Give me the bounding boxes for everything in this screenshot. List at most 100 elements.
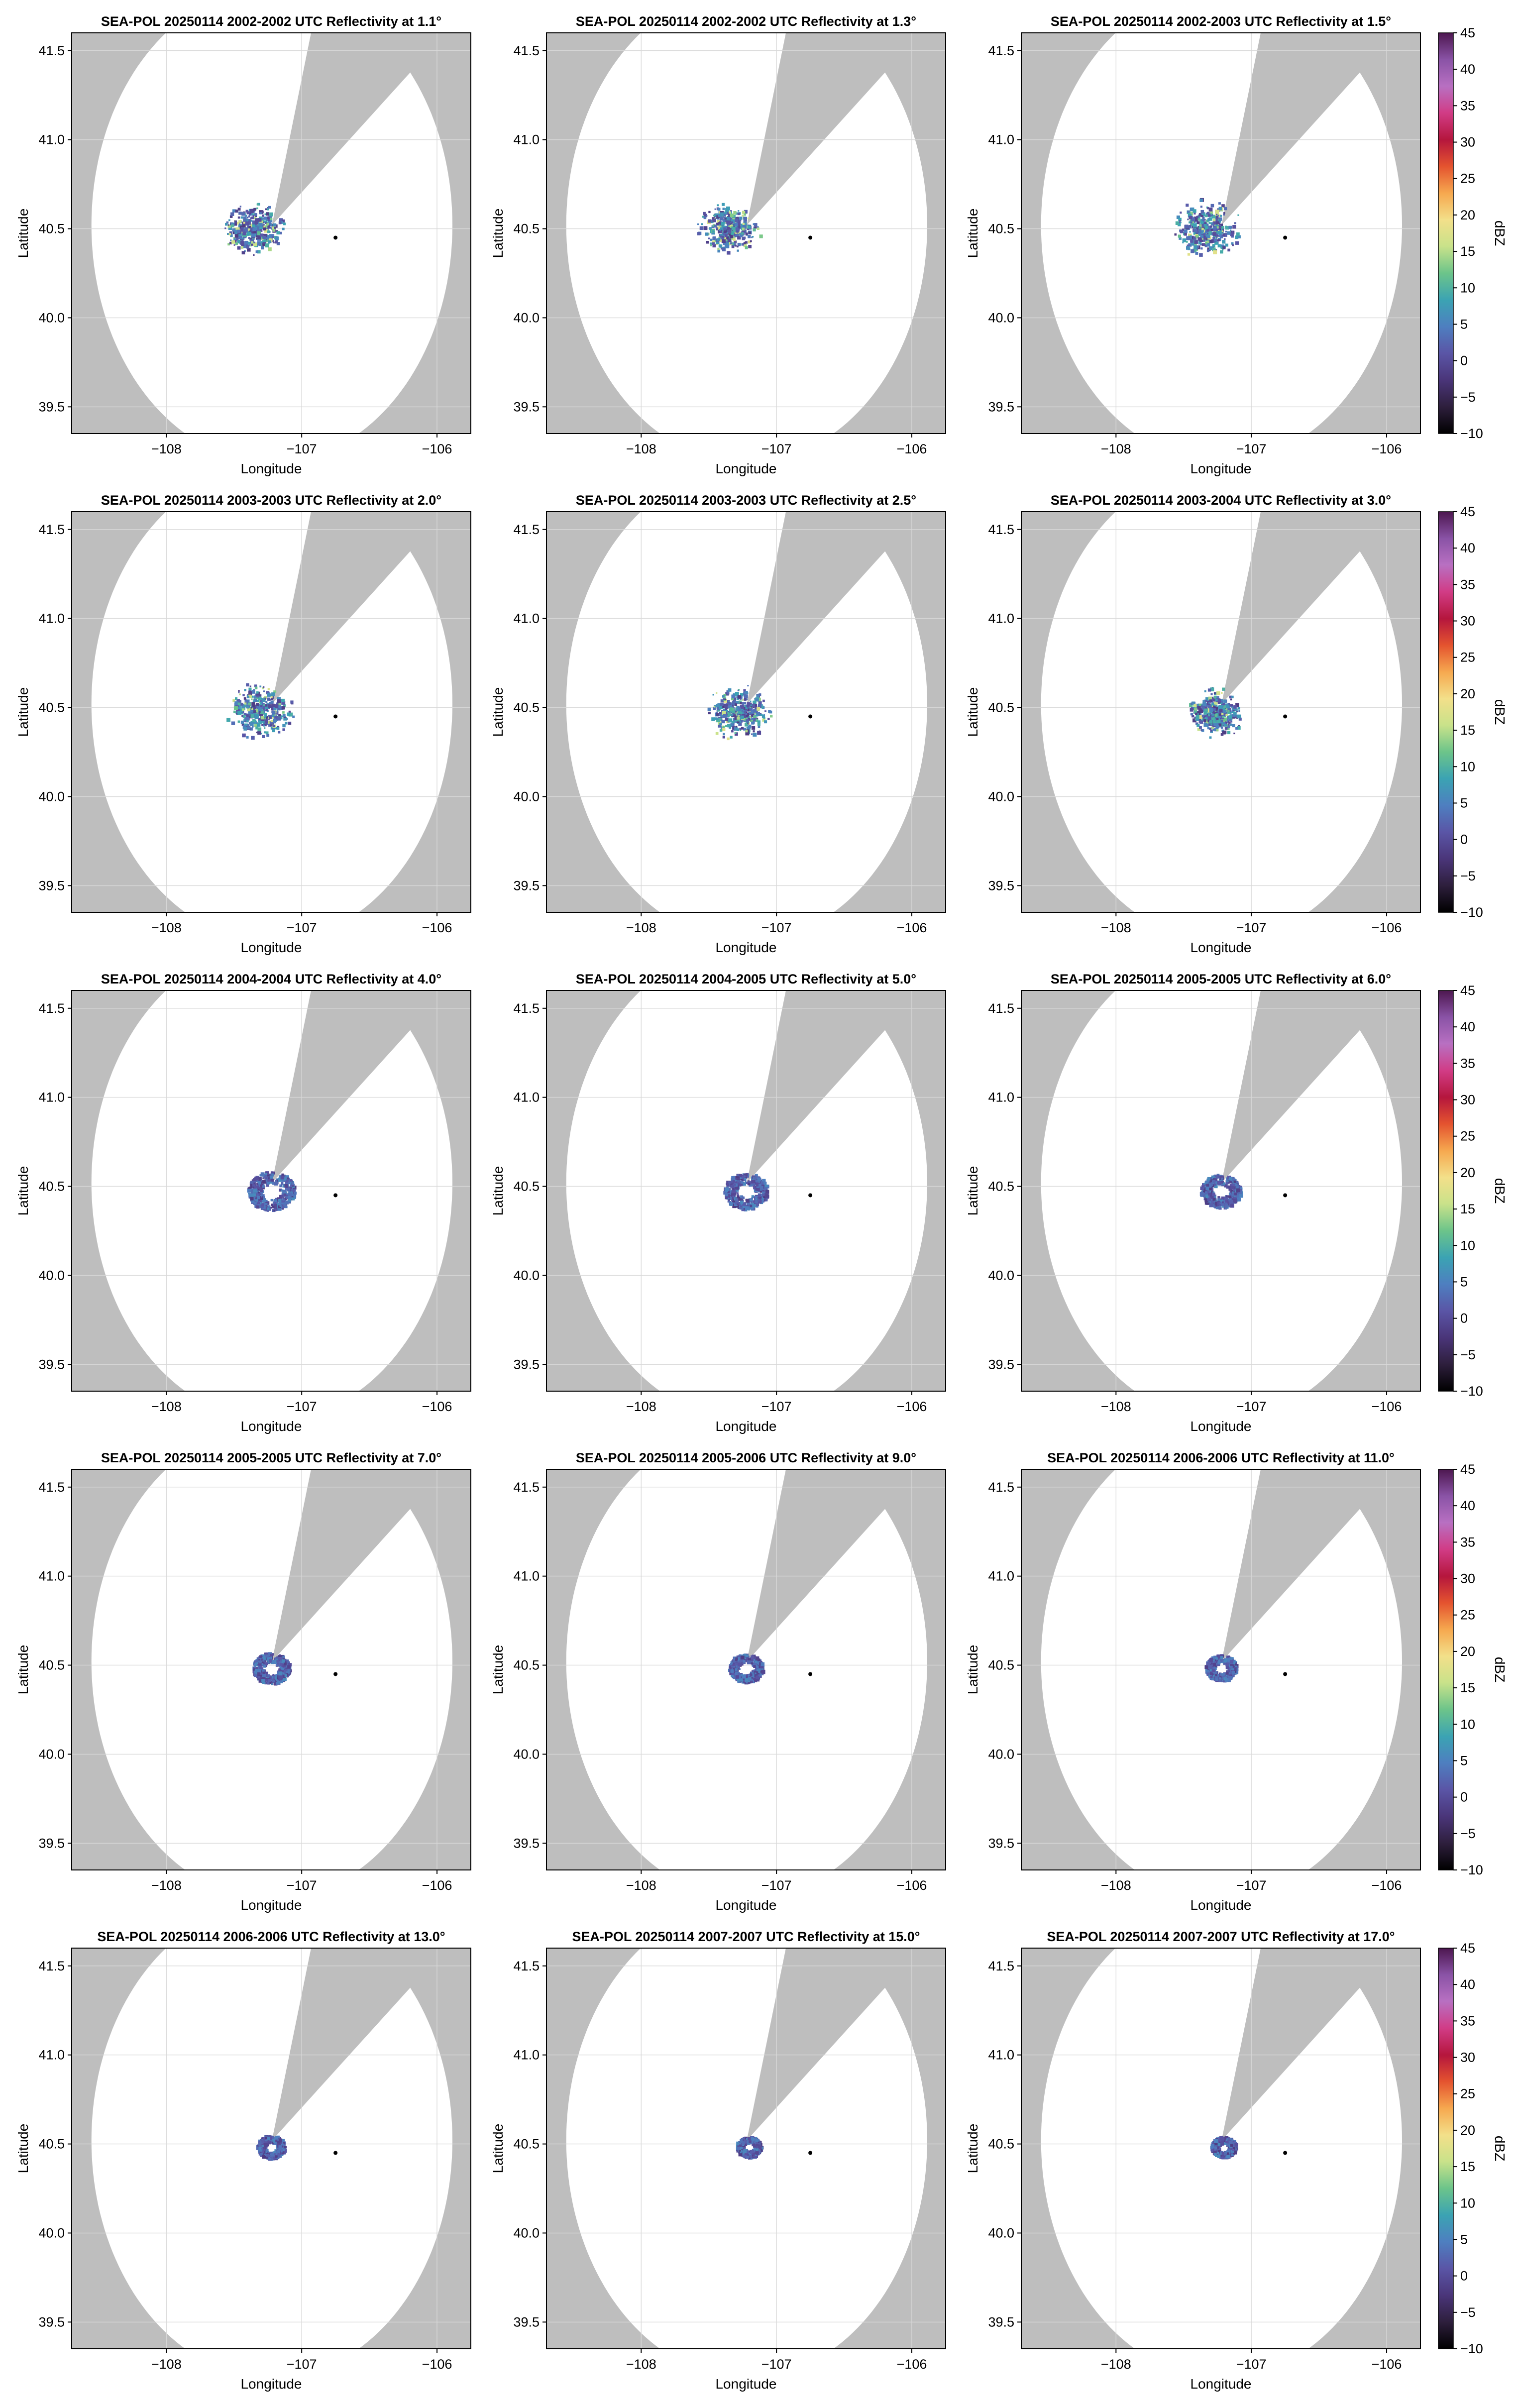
echo-pixel (255, 233, 260, 238)
echo-pixel (268, 1659, 273, 1663)
echo-pixel (1216, 718, 1219, 720)
x-axis-label: Longitude (240, 1897, 302, 1913)
echo-pixel (739, 219, 742, 221)
echo-pixel (266, 1209, 269, 1212)
echo-pixel (279, 1675, 283, 1680)
y-axis-label: Latitude (965, 687, 980, 737)
echo-pixel (288, 1663, 292, 1667)
echo-pixel (736, 701, 739, 704)
echo-pixel (1199, 726, 1202, 729)
echo-pixel (1218, 705, 1222, 709)
echo-pixel (258, 1659, 260, 1661)
echo-pixel (245, 219, 248, 222)
echo-pixel (1184, 233, 1187, 236)
echo-pixel (720, 226, 724, 230)
echo-pixel (244, 702, 247, 705)
panel-9: −108 −107 −10639.540.040.541.041.5SEA-POL … (965, 972, 1421, 1434)
echo-pixel (1205, 237, 1208, 240)
y-tick-label: 40.0 (988, 789, 1014, 804)
echo-pixel (1235, 235, 1239, 239)
echo-pixel (1238, 725, 1240, 727)
echo-pixel (1219, 709, 1223, 713)
echo-pixel (730, 710, 732, 712)
echo-pixel (1216, 719, 1220, 723)
echo-pixel (264, 213, 267, 216)
echo-pixel (751, 1180, 755, 1183)
echo-pixel (714, 208, 716, 210)
echo-pixel (1227, 1200, 1231, 1204)
echo-pixel (755, 1196, 758, 1200)
echo-pixel (1182, 242, 1184, 243)
echo-pixel (1208, 208, 1213, 212)
echo-pixel (275, 236, 279, 240)
echo-pixel (1228, 1178, 1231, 1181)
echo-pixel (272, 1676, 275, 1678)
echo-pixel (758, 726, 760, 728)
echo-pixel (1219, 228, 1222, 231)
colorbar-tick-label: 40 (1460, 1019, 1475, 1034)
echo-pixel (270, 224, 273, 226)
x-tick-label: −108 (151, 441, 182, 456)
echo-pixel (1212, 1196, 1215, 1198)
echo-pixel (281, 715, 283, 717)
echo-pixel (1213, 1181, 1217, 1185)
echo-pixel (1204, 1181, 1208, 1185)
y-tick-label: 41.5 (513, 1001, 540, 1016)
echo-pixel (254, 1663, 257, 1666)
echo-pixel (256, 1674, 260, 1678)
echo-pixel (278, 731, 281, 734)
y-tick-label: 41.5 (513, 522, 540, 537)
echo-pixel (257, 250, 261, 254)
echo-pixel (271, 1204, 274, 1206)
echo-pixel (251, 695, 254, 698)
echo-pixel (277, 699, 281, 703)
echo-pixel (253, 242, 257, 246)
echo-pixel (259, 694, 262, 697)
echo-pixel (250, 1190, 255, 1194)
echo-pixel (281, 1207, 284, 1210)
echo-pixel (242, 694, 245, 696)
echo-pixel (738, 707, 741, 711)
echo-pixel (1189, 224, 1192, 227)
echo-pixel (1189, 221, 1191, 223)
echo-pixel (240, 241, 244, 245)
echo-pixel (259, 685, 262, 688)
echo-pixel (239, 238, 242, 241)
echo-pixel (1235, 1198, 1237, 1200)
echo-pixel (1216, 221, 1219, 224)
echo-pixel (1212, 1191, 1215, 1194)
echo-pixel (736, 1189, 739, 1192)
echo-pixel (708, 237, 710, 239)
x-tick-label: −106 (422, 1399, 452, 1414)
echo-pixel (713, 215, 715, 217)
echo-pixel (742, 702, 745, 705)
echo-pixel (1235, 703, 1239, 707)
echo-pixel (1211, 726, 1214, 729)
echo-pixel (268, 247, 272, 251)
echo-pixel (742, 699, 744, 701)
echo-pixel (1230, 229, 1232, 231)
echo-pixel (278, 714, 281, 717)
echo-pixel (227, 233, 229, 235)
echo-pixel (705, 232, 709, 236)
echo-pixel (737, 249, 739, 252)
echo-pixel (1225, 1200, 1228, 1203)
echo-pixel (273, 1681, 278, 1685)
radar-coverage-area (1041, 990, 1402, 1391)
echo-pixel (722, 239, 726, 243)
echo-pixel (763, 1196, 765, 1198)
echo-pixel (288, 1182, 291, 1185)
echo-pixel (743, 707, 746, 710)
echo-pixel (234, 701, 238, 705)
panel-8: −108 −107 −10639.540.040.541.041.5SEA-POL … (490, 972, 946, 1434)
echo-pixel (719, 245, 722, 247)
echo-pixel (708, 711, 711, 715)
echo-pixel (267, 207, 268, 209)
echo-pixel (1217, 218, 1219, 220)
echo-pixel (259, 229, 262, 232)
echo-pixel (1214, 714, 1217, 717)
echo-pixel (1222, 1206, 1224, 1208)
echo-pixel (732, 705, 734, 707)
echo-pixel (1211, 1191, 1214, 1194)
echo-pixel (1205, 241, 1208, 243)
